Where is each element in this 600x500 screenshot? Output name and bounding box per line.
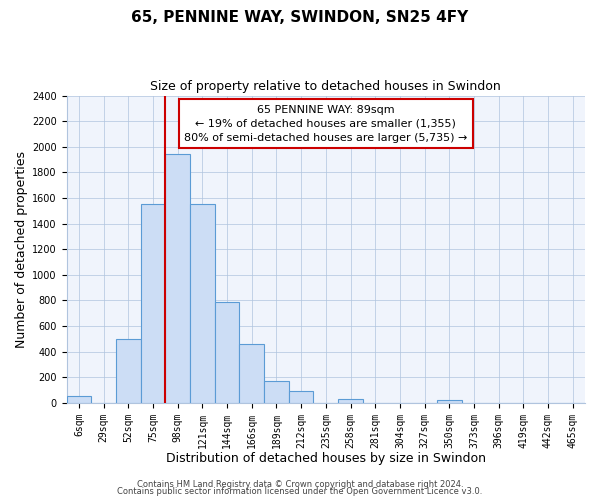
Y-axis label: Number of detached properties: Number of detached properties bbox=[15, 150, 28, 348]
Bar bbox=[239, 344, 264, 403]
Text: 65, PENNINE WAY, SWINDON, SN25 4FY: 65, PENNINE WAY, SWINDON, SN25 4FY bbox=[131, 10, 469, 25]
Bar bbox=[67, 396, 91, 403]
Bar bbox=[166, 154, 190, 403]
Bar bbox=[338, 399, 363, 403]
Text: Contains public sector information licensed under the Open Government Licence v3: Contains public sector information licen… bbox=[118, 487, 482, 496]
Bar bbox=[437, 400, 461, 403]
X-axis label: Distribution of detached houses by size in Swindon: Distribution of detached houses by size … bbox=[166, 452, 486, 465]
Bar bbox=[215, 302, 239, 403]
Text: Contains HM Land Registry data © Crown copyright and database right 2024.: Contains HM Land Registry data © Crown c… bbox=[137, 480, 463, 489]
Title: Size of property relative to detached houses in Swindon: Size of property relative to detached ho… bbox=[151, 80, 501, 93]
Bar bbox=[289, 392, 313, 403]
Bar bbox=[264, 381, 289, 403]
Bar bbox=[190, 204, 215, 403]
Text: 65 PENNINE WAY: 89sqm
← 19% of detached houses are smaller (1,355)
80% of semi-d: 65 PENNINE WAY: 89sqm ← 19% of detached … bbox=[184, 105, 467, 143]
Bar bbox=[140, 204, 166, 403]
Bar bbox=[116, 339, 140, 403]
